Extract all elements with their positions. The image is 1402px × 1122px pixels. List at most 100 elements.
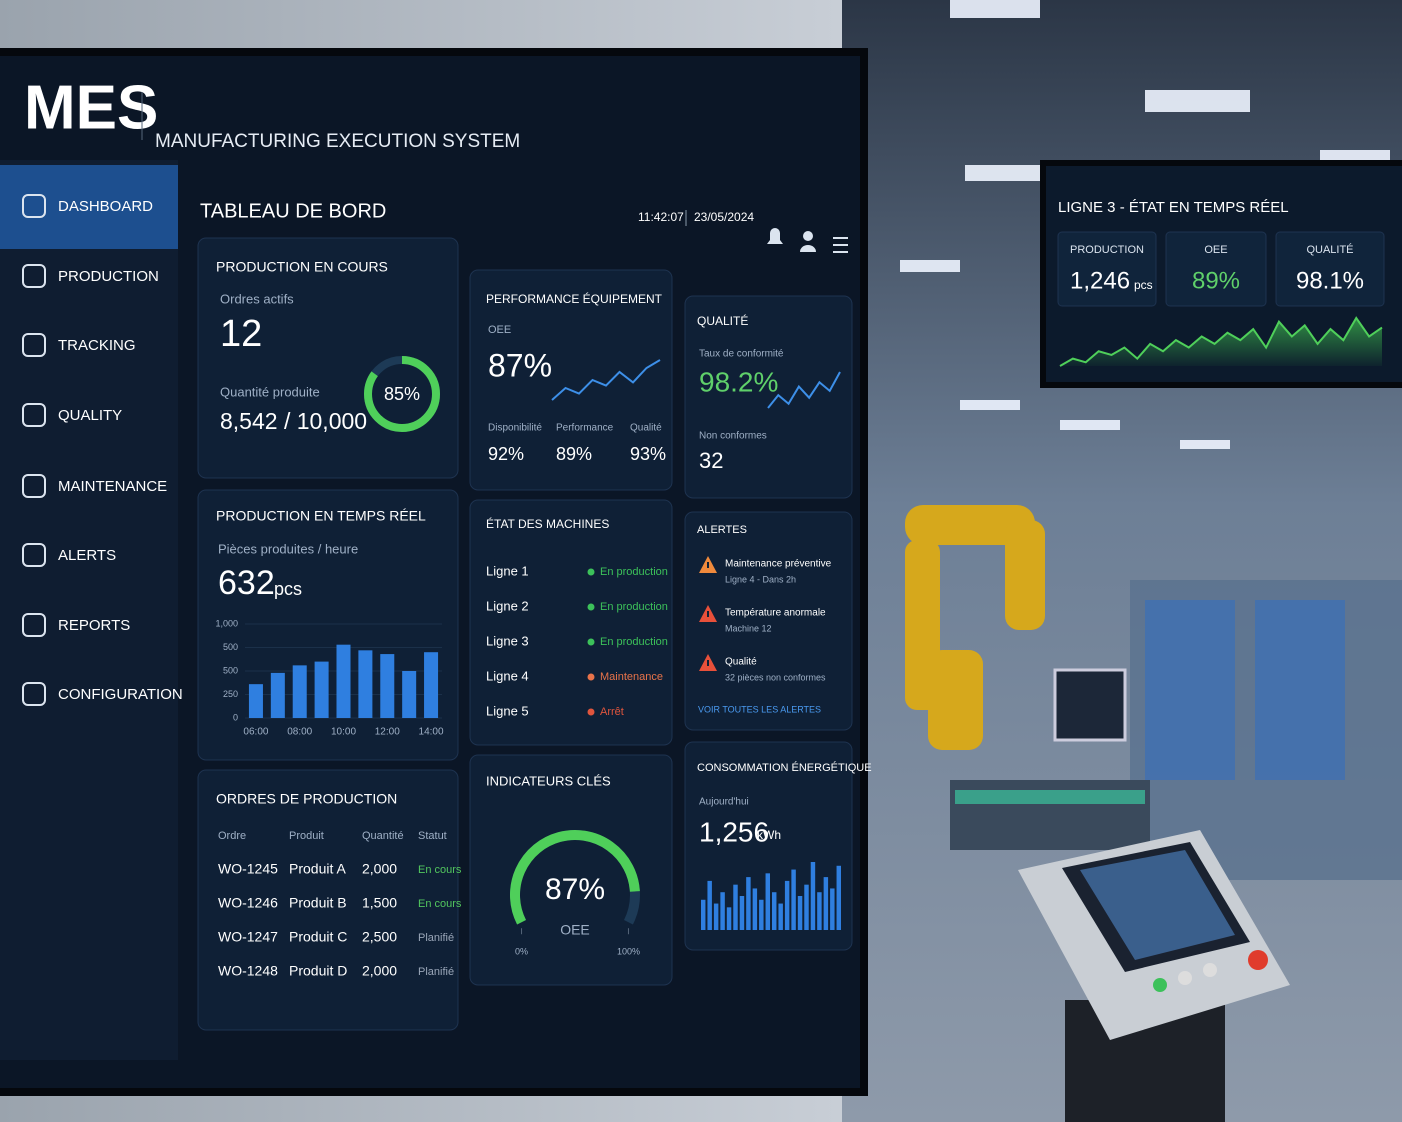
card-title: ORDRES DE PRODUCTION [216,791,397,807]
status-dot [587,638,595,646]
machine-status: En production [600,601,668,613]
warning-bang [707,611,709,617]
metric-value: 89% [556,444,592,464]
label: Taux de conformité [699,349,784,360]
table-cell: Produit D [289,963,347,979]
table-cell: 1,500 [362,895,397,911]
menu-item[interactable]: QUALITY [58,407,122,424]
table-cell: WO-1245 [218,861,278,877]
menu-icon [22,474,46,498]
alert-link[interactable]: VOIR TOUTES LES ALERTES [698,704,821,714]
card-title: ÉTAT DES MACHINES [486,516,609,531]
gauge-tick-label: 100% [617,947,640,957]
menu-item[interactable]: ALERTS [58,547,116,564]
bar [402,671,417,718]
alert-title: Température anormale [725,608,826,619]
metric-value: 92% [488,444,524,464]
menu-item[interactable]: CONFIGURATION [58,686,183,703]
machine-status: En production [600,636,668,648]
user-icon-body [800,245,816,252]
kpi-unit: pcs [274,579,302,599]
energy-bar [765,873,770,930]
machine-name: Ligne 5 [486,703,529,718]
table-cell: En cours [418,898,462,910]
card [684,295,853,499]
sidebar [0,160,178,1060]
clock-date: 23/05/2024 [694,210,754,224]
machine-status: Arrêt [600,706,624,718]
machine-status: En production [600,566,668,578]
kpi: 632 [218,564,275,602]
warning-bang [707,660,709,666]
energy-bar [720,892,725,930]
user-icon[interactable] [803,231,813,241]
x-tick-label: 10:00 [331,727,356,738]
bell-icon[interactable] [767,228,783,244]
bar [270,672,285,718]
x-tick-label: 06:00 [243,727,268,738]
energy-bar [810,862,816,930]
menu-item[interactable]: MAINTENANCE [58,478,167,495]
kpi: 1,256 [699,816,769,847]
machine-name: Ligne 3 [486,633,529,648]
alert-detail: Ligne 4 - Dans 2h [725,574,796,584]
menu-item[interactable]: REPORTS [58,617,130,634]
status-dot [587,708,595,716]
card [197,237,459,479]
energy-bar [701,899,706,930]
trend-line [1059,316,1383,367]
table-cell: WO-1246 [218,895,278,911]
machine-name: Ligne 2 [486,598,529,613]
kpi-value: 89% [1192,267,1240,294]
table-cell: Produit B [289,895,347,911]
label: Ordres actifs [220,291,294,306]
subtitle: MANUFACTURING EXECUTION SYSTEM [155,131,520,152]
energy-bar [759,899,764,930]
card-title: PRODUCTION EN TEMPS RÉEL [216,508,426,524]
energy-bar [772,892,777,930]
y-tick-label: 1,000 [215,618,238,628]
bar [314,661,329,718]
menu-icon [22,543,46,567]
card [469,754,673,986]
kpi: 12 [220,313,262,355]
energy-bar [791,869,796,930]
kpi: 8,542 / 10,000 [220,408,367,434]
y-tick-label: 0 [233,712,238,722]
menu-icon-bar [833,237,848,239]
side-title: LIGNE 3 - ÉTAT EN TEMPS RÉEL [1058,199,1289,216]
menu-item[interactable]: PRODUCTION [58,268,159,285]
card [684,741,853,951]
energy-bar [713,903,719,930]
status-dot [587,603,595,611]
table-cell: Planifié [418,932,454,944]
menu-icon [22,264,46,288]
machine-name: Ligne 4 [486,668,529,683]
menu-item[interactable]: TRACKING [58,337,136,354]
column-header: Statut [418,830,447,842]
kpi-box [1057,231,1157,307]
trend-line [767,371,841,409]
x-tick-label: 12:00 [375,727,400,738]
robot-arm [905,505,1045,750]
label: Non conformes [699,431,767,442]
kpi-unit: pcs [1134,278,1153,292]
card [684,511,853,731]
kpi-label: OEE [1204,244,1227,256]
table-cell: Produit A [289,861,346,877]
card [197,769,459,1031]
metric-value: 93% [630,444,666,464]
menu-item[interactable]: DASHBOARD [58,198,153,215]
y-tick-label: 500 [223,665,238,675]
energy-bar [726,907,732,930]
table-cell: WO-1248 [218,963,278,979]
machine-cells [950,580,1402,880]
menu-icon [22,682,46,706]
alert-detail: 32 pièces non conformes [725,672,826,682]
energy-bar [778,903,783,930]
table-cell: En cours [418,864,462,876]
card-title: ALERTES [697,524,747,536]
y-tick-label: 500 [223,642,238,652]
